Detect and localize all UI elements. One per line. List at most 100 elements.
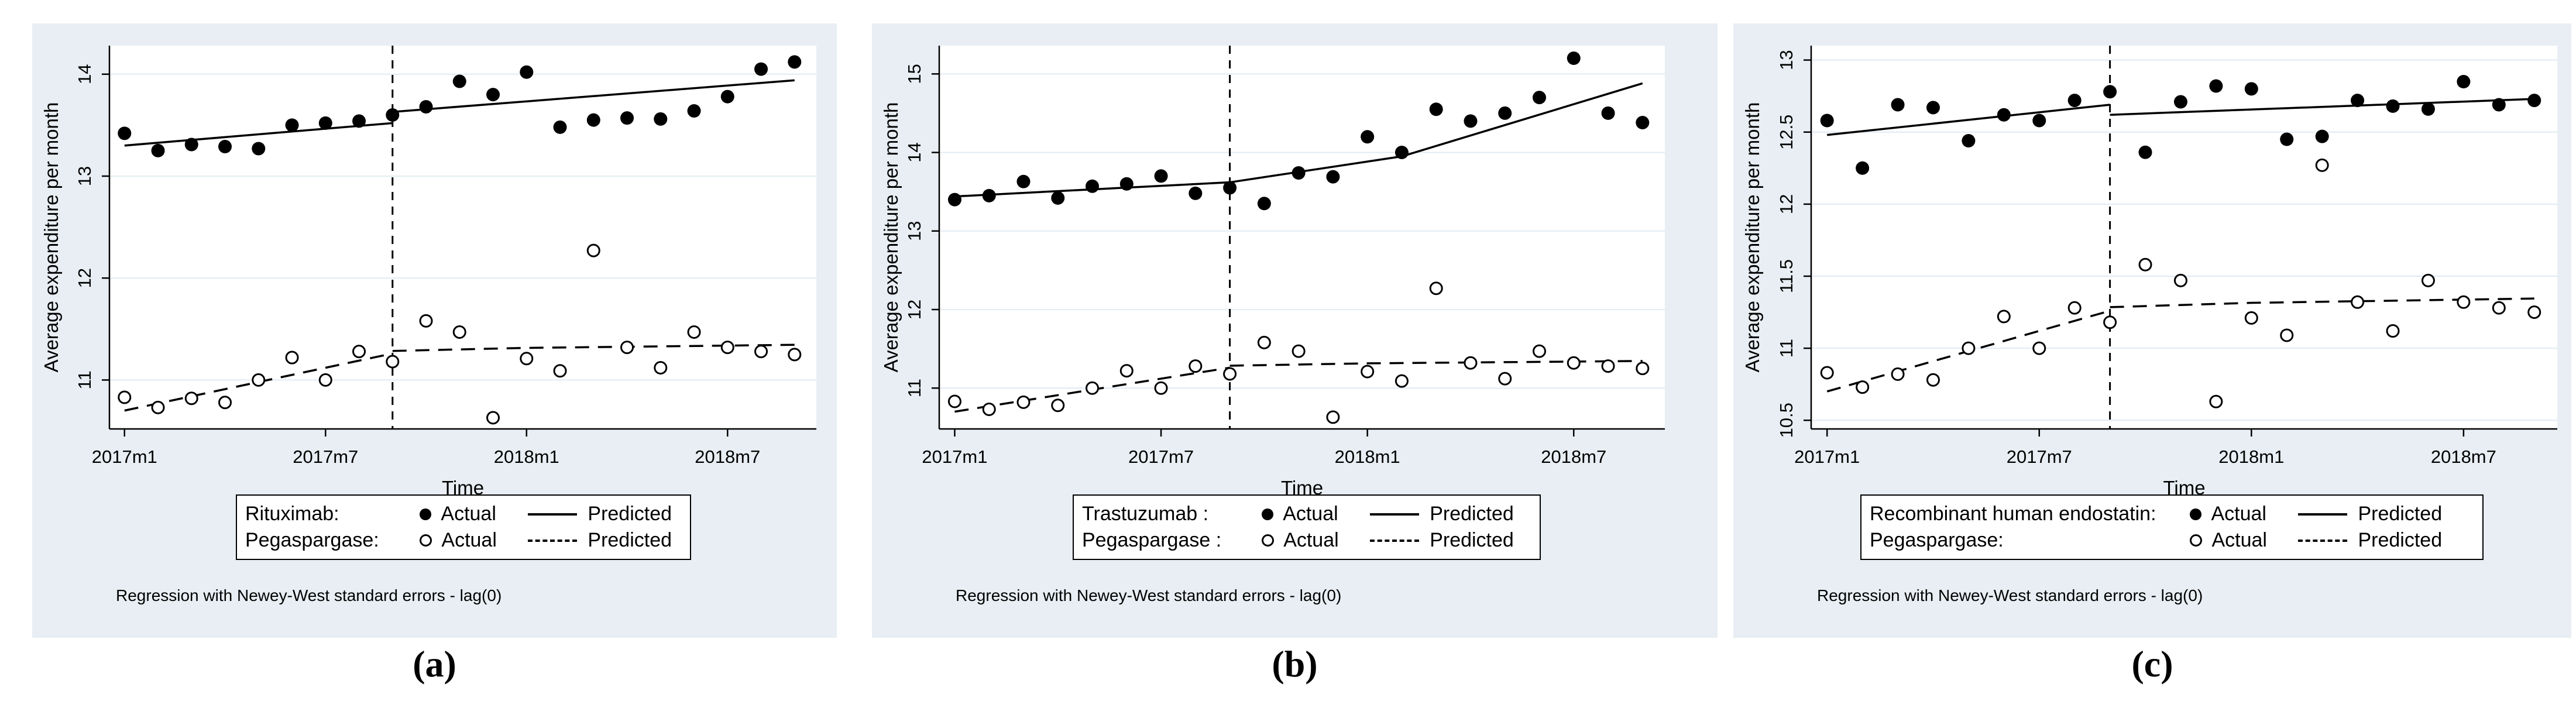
treated-actual-point: [1962, 134, 1976, 148]
control-actual-point: [252, 373, 266, 387]
control-actual-point: [1119, 364, 1134, 378]
panel-b: 11 12 13 14 15 2017m1 2017m7 2018m1 2018m7 Averag…: [872, 23, 1718, 638]
treated-actual-point: [754, 62, 768, 76]
control-actual-point: [654, 360, 668, 375]
treated-actual-point: [1326, 170, 1340, 184]
open-dot-icon: [1262, 534, 1275, 547]
legend-actual-entry: Actual: [420, 529, 528, 552]
legend-predicted-label: Predicted: [588, 503, 672, 525]
control-actual-point: [1429, 281, 1443, 296]
control-actual-point: [2103, 315, 2117, 329]
control-actual-point: [1636, 362, 1650, 376]
control-actual-point: [151, 400, 165, 414]
legend-actual-entry: Actual: [1262, 529, 1370, 552]
legend-predicted-entry: Predicted: [528, 529, 672, 552]
y-tick-label: 12: [904, 300, 925, 320]
x-tick-label: 2018m7: [695, 446, 760, 467]
control-predicted-line: [1229, 360, 1643, 367]
treated-actual-point: [720, 90, 734, 104]
treated-actual-point: [1154, 169, 1168, 183]
treated-actual-point: [2527, 94, 2541, 108]
control-actual-point: [1926, 373, 1940, 387]
treated-actual-point: [1119, 177, 1134, 191]
treated-actual-point: [947, 193, 961, 207]
control-actual-point: [1154, 381, 1168, 395]
filled-dot-icon: [2190, 508, 2202, 520]
legend-actual-entry: Actual: [1262, 503, 1370, 525]
legend-row-control: Pegaspargase: Actual Predicted: [245, 529, 682, 552]
legend-actual-label: Actual: [2211, 529, 2267, 551]
treated-actual-point: [285, 118, 299, 132]
control-actual-point: [2457, 295, 2471, 309]
control-actual-point: [1601, 359, 1615, 373]
control-actual-point: [2209, 394, 2223, 408]
y-tick-label: 11: [1776, 339, 1797, 358]
legend-row-treated: Rituximab: Actual Predicted: [245, 503, 682, 525]
treated-actual-point: [1086, 179, 1100, 193]
treated-actual-point: [318, 116, 332, 130]
treated-actual-point: [2280, 132, 2294, 146]
treated-actual-point: [2421, 102, 2435, 116]
control-actual-point: [1532, 344, 1546, 358]
control-actual-point: [553, 364, 567, 378]
x-tick-label: 2018m7: [1541, 446, 1606, 467]
control-actual-point: [184, 391, 198, 406]
legend-actual-label: Actual: [1283, 503, 1338, 525]
control-actual-point: [318, 373, 332, 387]
control-actual-point: [620, 341, 634, 355]
x-tick-label: 2018m1: [1335, 446, 1400, 467]
control-actual-point: [2067, 301, 2082, 315]
control-actual-point: [2421, 273, 2435, 287]
treated-actual-point: [1429, 102, 1443, 116]
dashed-line-icon: [2298, 539, 2348, 542]
dashed-line-icon: [528, 539, 578, 542]
legend-actual-label: Actual: [441, 503, 496, 525]
control-actual-point: [1086, 381, 1100, 395]
control-actual-point: [520, 352, 534, 366]
treated-actual-point: [1532, 91, 1546, 105]
legend-actual-label: Actual: [1283, 529, 1339, 551]
regression-note: Regression with Newey-West standard erro…: [956, 586, 1342, 604]
control-actual-point: [2138, 257, 2152, 272]
y-tick-label: 11: [904, 379, 925, 397]
control-actual-point: [386, 355, 400, 369]
x-tick-label: 2017m1: [1794, 446, 1860, 467]
control-actual-point: [586, 243, 600, 257]
treated-actual-point: [788, 55, 802, 69]
control-actual-point: [1820, 366, 1834, 380]
panel-c: 10.5 11 11.5 12 12.5 13 2017m1 2017m7 2018m1 2018…: [1733, 23, 2571, 638]
control-actual-point: [788, 348, 802, 362]
treated-predicted-line: [392, 79, 795, 113]
treated-actual-point: [1395, 146, 1409, 160]
treated-actual-point: [452, 74, 466, 88]
panel-a: 11 12 13 14 2017m1 2017m7 2018m1 2018m7 Average …: [32, 23, 837, 638]
treated-actual-point: [2457, 75, 2471, 89]
legend-row-control: Pegaspargase: Actual Predicted: [1870, 529, 2474, 552]
treated-actual-point: [2386, 99, 2400, 113]
legend-actual-label: Actual: [2211, 503, 2266, 525]
treated-predicted-line: [2110, 98, 2534, 116]
chart-svg-panel-b: 11 12 13 14 15 2017m1 2017m7 2018m1 2018m7 Averag…: [880, 46, 1665, 499]
treated-actual-point: [553, 120, 567, 134]
legend-series-name: Recombinant human endostatin:: [1870, 503, 2156, 525]
control-actual-point: [2280, 328, 2294, 342]
treated-actual-point: [252, 142, 266, 156]
control-actual-point: [2315, 158, 2329, 172]
caption-b: (b): [1272, 643, 1318, 685]
control-actual-point: [486, 411, 500, 425]
treated-actual-point: [2315, 129, 2329, 143]
control-actual-point: [2032, 341, 2046, 355]
control-actual-point: [947, 394, 961, 408]
treated-actual-point: [1567, 51, 1581, 65]
treated-actual-point: [118, 126, 132, 140]
y-axis-title: Average expenditure per month: [40, 102, 62, 373]
legend-predicted-label: Predicted: [2358, 529, 2443, 551]
open-dot-icon: [2190, 534, 2203, 547]
treated-actual-point: [1820, 114, 1834, 128]
y-tick-label: 12: [1776, 194, 1797, 214]
treated-predicted-line: [1827, 104, 2110, 136]
legend-predicted-label: Predicted: [2358, 503, 2443, 525]
legend-row-treated: Trastuzumab : Actual Predicted: [1082, 503, 1531, 525]
control-actual-point: [1223, 367, 1237, 381]
y-tick-label: 13: [74, 166, 95, 186]
